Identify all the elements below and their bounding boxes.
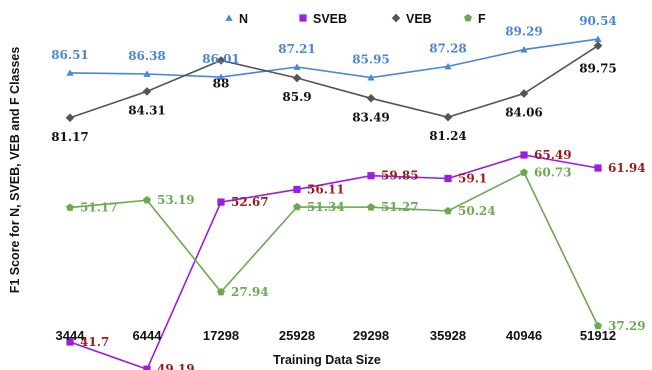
data-label-f: 53.19: [157, 193, 195, 207]
data-point-n: [217, 73, 225, 80]
data-label-f: 27.94: [231, 285, 269, 299]
data-label-n: 86.38: [128, 49, 166, 63]
data-label-f: 51.17: [80, 201, 118, 215]
x-tick-label: 3444: [56, 328, 86, 343]
data-label-veb: 81.24: [429, 129, 467, 143]
x-tick-labels: 3444 6444 17298 25928 29298 35928 40946 51912: [56, 328, 617, 343]
data-point-n: [143, 70, 151, 77]
data-point-sveb: [143, 365, 151, 370]
data-label-n: 86.01: [202, 52, 240, 66]
data-label-veb: 88: [213, 76, 230, 90]
data-label-f: 60.73: [534, 165, 572, 179]
data-point-f: [444, 206, 452, 215]
data-label-sveb: 49.19: [157, 362, 195, 370]
data-point-n: [367, 74, 375, 81]
x-tick-label: 51912: [580, 328, 616, 343]
legend-diamond-icon: [391, 13, 401, 23]
data-point-n: [293, 63, 301, 70]
data-labels: 86.51 86.38 86.01 87.21 85.95 87.28 89.29 90.54…: [51, 14, 645, 370]
data-point-sveb: [367, 172, 375, 180]
data-label-n: 89.29: [505, 25, 543, 39]
data-point-f: [293, 202, 301, 211]
data-point-n: [66, 69, 74, 76]
legend-label-f: F: [478, 12, 486, 26]
x-tick-label: 6444: [133, 328, 163, 343]
legend-triangle-icon: [225, 14, 233, 21]
data-label-sveb: 41.7: [80, 335, 109, 349]
data-point-veb: [65, 113, 75, 123]
data-label-sveb: 52.67: [231, 195, 269, 209]
data-point-f: [66, 203, 74, 211]
data-label-veb: 85.9: [282, 90, 311, 104]
y-axis-title: F1 Score for N, SVEB, VEB and F Classes: [8, 47, 22, 294]
data-point-sveb: [444, 174, 452, 183]
data-point-n: [594, 35, 602, 42]
data-label-veb: 84.06: [505, 105, 543, 119]
legend-label-sveb: SVEB: [313, 12, 347, 26]
data-label-f: 51.27: [381, 200, 419, 214]
data-point-sveb: [66, 338, 74, 346]
legend-pentagon-icon: [464, 13, 472, 22]
data-point-veb: [366, 93, 376, 103]
legend-square-icon: [299, 14, 307, 22]
data-label-sveb: 59.85: [381, 169, 419, 183]
data-label-n: 90.54: [579, 14, 617, 28]
series-line-f: [69, 171, 599, 327]
x-tick-label: 25928: [279, 328, 315, 343]
data-label-f: 51.34: [307, 200, 345, 214]
data-point-veb: [142, 87, 152, 96]
legend-label-n: N: [239, 12, 248, 26]
data-point-veb: [443, 112, 453, 122]
data-point-veb: [292, 73, 302, 83]
data-label-n: 86.51: [51, 48, 89, 62]
data-point-veb: [519, 89, 529, 98]
data-label-veb: 84.31: [128, 103, 166, 117]
legend: N SVEB VEB F: [225, 12, 486, 26]
x-tick-label: 29298: [353, 328, 389, 343]
x-tick-label: 40946: [506, 328, 542, 343]
data-label-veb: 89.75: [579, 62, 617, 76]
data-point-f: [594, 321, 602, 330]
series-line-n: [69, 38, 599, 79]
data-point-sveb: [293, 185, 301, 194]
data-point-f: [143, 196, 151, 204]
data-point-f: [217, 287, 225, 296]
x-tick-label: 17298: [203, 328, 239, 343]
data-label-n: 87.21: [278, 42, 316, 56]
data-label-sveb: 59.1: [458, 171, 487, 185]
data-label-n: 87.28: [429, 41, 467, 55]
data-point-sveb: [520, 151, 528, 159]
data-point-sveb: [217, 198, 225, 206]
data-label-n: 85.95: [352, 53, 390, 67]
data-point-sveb: [594, 164, 602, 172]
data-label-sveb: 61.94: [608, 161, 646, 175]
data-label-veb: 81.17: [51, 130, 89, 144]
data-point-veb: [593, 41, 603, 51]
data-label-f: 50.24: [458, 204, 496, 218]
data-point-n: [520, 45, 528, 53]
x-axis-title: Training Data Size: [273, 353, 381, 367]
x-tick-label: 35928: [430, 328, 466, 343]
data-point-f: [520, 168, 528, 176]
series-lines: [69, 38, 599, 370]
data-label-sveb: 56.11: [307, 182, 345, 196]
data-point-n: [444, 62, 452, 70]
legend-label-veb: VEB: [406, 12, 432, 26]
data-label-sveb: 65.49: [534, 148, 572, 162]
series-markers: [65, 35, 603, 370]
data-point-f: [367, 203, 375, 211]
series-line-veb: [69, 45, 599, 119]
series-line-sveb: [69, 154, 599, 370]
data-label-veb: 83.49: [352, 110, 390, 124]
data-label-f: 37.29: [608, 319, 646, 333]
data-point-veb: [216, 56, 226, 65]
